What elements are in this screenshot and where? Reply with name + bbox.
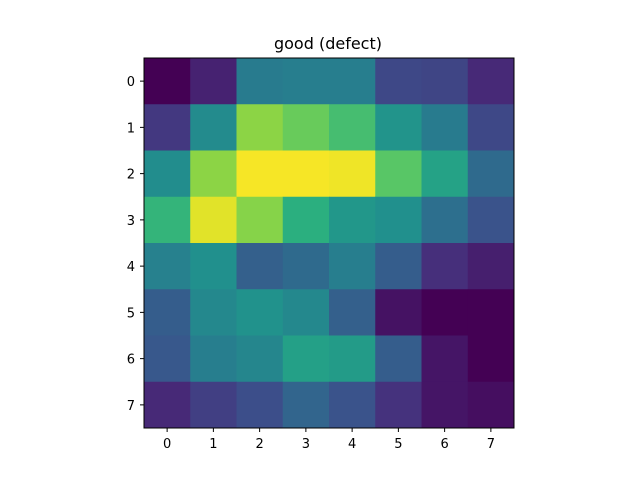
heatmap-cell-r1-c4: [329, 104, 376, 151]
heatmap-cell-r3-c7: [467, 196, 515, 244]
heatmap-cell-r1-c2: [236, 104, 284, 151]
heatmap-cell-r3-c4: [329, 196, 376, 244]
heatmap-cell-r4-c1: [190, 243, 237, 290]
heatmap-cell-r7-c0: [144, 381, 191, 429]
heatmap-cell-r3-c2: [236, 196, 284, 244]
heatmap-cell-r2-c1: [190, 150, 237, 198]
heatmap-cell-r2-c3: [282, 150, 330, 198]
heatmap-cell-r6-c6: [421, 335, 469, 383]
heatmap-cell-r7-c1: [190, 381, 237, 429]
heatmap-cell-r7-c6: [421, 381, 469, 429]
heatmap-cell-r6-c2: [236, 335, 284, 383]
heatmap-cell-r2-c0: [144, 150, 191, 198]
x-tick-label: 7: [487, 437, 495, 452]
heatmap-cell-r6-c4: [329, 335, 376, 383]
heatmap-cell-r7-c7: [467, 381, 515, 429]
heatmap-cell-r1-c6: [421, 104, 469, 151]
plot-frame: [143, 57, 515, 429]
heatmap-cell-r4-c3: [282, 243, 330, 290]
heatmap-cell-r7-c3: [282, 381, 330, 429]
heatmap-cell-r1-c3: [282, 104, 330, 151]
y-tick-label: 3: [127, 214, 135, 229]
heatmap-cell-r5-c5: [375, 289, 422, 336]
heatmap-cell-r6-c1: [190, 335, 237, 383]
y-tick-label: 7: [127, 399, 135, 414]
heatmap-cell-r3-c6: [421, 196, 469, 244]
heatmap-cell-r2-c7: [467, 150, 515, 198]
heatmap-cell-r3-c3: [282, 196, 330, 244]
heatmap-cell-r2-c6: [421, 150, 469, 198]
heatmap-cell-r5-c0: [144, 289, 191, 336]
heatmap-cell-r2-c4: [329, 150, 376, 198]
heatmap-cell-r6-c5: [375, 335, 422, 383]
heatmap-cell-r5-c2: [236, 289, 284, 336]
heatmap-cell-r3-c0: [144, 196, 191, 244]
heatmap-cell-r1-c7: [467, 104, 515, 151]
heatmap-cell-r1-c0: [144, 104, 191, 151]
heatmap-cell-r0-c3: [282, 58, 330, 105]
heatmap-cell-r7-c5: [375, 381, 422, 429]
heatmap-cell-r4-c0: [144, 243, 191, 290]
y-tick-label: 4: [127, 260, 135, 275]
heatmap-cell-r4-c6: [421, 243, 469, 290]
heatmap-cell-r6-c7: [467, 335, 515, 383]
heatmap-cell-r4-c5: [375, 243, 422, 290]
x-tick-label: 0: [163, 437, 171, 452]
x-tick-label: 5: [394, 437, 402, 452]
heatmap-cell-r0-c7: [467, 58, 515, 105]
x-tick-label: 1: [209, 437, 217, 452]
heatmap-cell-r7-c4: [329, 381, 376, 429]
heatmap-cell-r4-c7: [467, 243, 515, 290]
heatmap-cell-r2-c2: [236, 150, 284, 198]
axes: 0 1 2 3 4 5 6 7 0 1 2 3 4 5 6 7: [127, 57, 515, 452]
heatmap-cell-r3-c1: [190, 196, 237, 244]
heatmap-cell-r6-c0: [144, 335, 191, 383]
heatmap-cell-r7-c2: [236, 381, 284, 429]
y-tick-label: 0: [127, 75, 135, 90]
heatmap-cell-r6-c3: [282, 335, 330, 383]
y-tick-label: 2: [127, 168, 135, 183]
heatmap-cell-r4-c4: [329, 243, 376, 290]
heatmap-cell-r5-c1: [190, 289, 237, 336]
heatmap-cell-r5-c7: [467, 289, 515, 336]
heatmap-cell-r1-c1: [190, 104, 237, 151]
x-tick-label: 6: [440, 437, 448, 452]
heatmap-cell-r0-c2: [236, 58, 284, 105]
heatmap-cell-r0-c0: [144, 58, 191, 105]
y-tick-label: 5: [127, 306, 135, 321]
y-tick-label: 1: [127, 121, 135, 136]
heatmap-cell-r0-c6: [421, 58, 469, 105]
x-tick-label: 2: [255, 437, 263, 452]
heatmap-cell-r4-c2: [236, 243, 284, 290]
x-tick-label: 3: [302, 437, 310, 452]
heatmap-cell-r0-c5: [375, 58, 422, 105]
heatmap-cell-r0-c4: [329, 58, 376, 105]
heatmap-cell-r1-c5: [375, 104, 422, 151]
heatmap-cell-r5-c3: [282, 289, 330, 336]
heatmap-cell-r0-c1: [190, 58, 237, 105]
heatmap-cells: [144, 58, 515, 429]
chart-title: good (defect): [274, 34, 382, 53]
heatmap-cell-r5-c6: [421, 289, 469, 336]
heatmap-cell-r5-c4: [329, 289, 376, 336]
heatmap-cell-r3-c5: [375, 196, 422, 244]
x-tick-label: 4: [348, 437, 356, 452]
y-tick-label: 6: [127, 353, 135, 368]
heatmap-cell-r2-c5: [375, 150, 422, 198]
